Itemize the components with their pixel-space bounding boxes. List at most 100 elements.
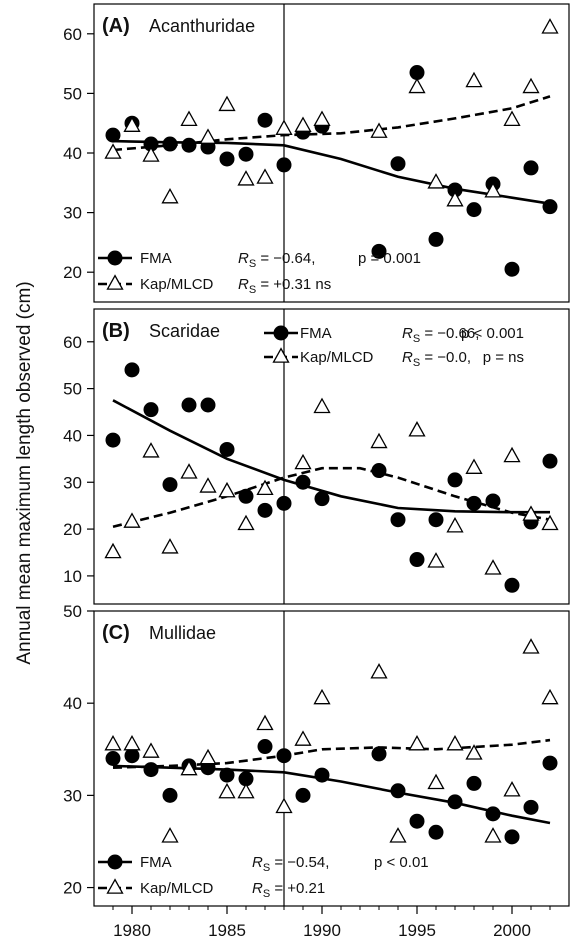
fma-point <box>542 453 558 469</box>
legend-rs-stat: RS = −0.0, <box>402 349 471 369</box>
kap-mlcd-trend-line <box>112 738 551 769</box>
fma-point <box>504 577 520 593</box>
fma-point <box>447 472 463 488</box>
fma-point <box>257 502 273 518</box>
kap-mlcd-point <box>123 116 141 132</box>
y-tick-label: 10 <box>63 567 82 586</box>
kap-mlcd-point <box>237 514 255 531</box>
kap-mlcd-point <box>237 170 255 186</box>
fma-point <box>276 495 292 511</box>
kap-mlcd-point <box>446 734 464 751</box>
fma-point <box>219 767 235 783</box>
fma-point <box>295 787 311 803</box>
kap-mlcd-point <box>161 538 179 554</box>
kap-mlcd-point <box>104 143 122 159</box>
legend-label: Kap/MLCD <box>140 276 214 293</box>
kap-mlcd-point <box>408 734 426 751</box>
kap-mlcd-point <box>484 559 502 575</box>
fma-trend-line <box>112 764 551 825</box>
fma-point <box>504 829 520 845</box>
kap-mlcd-point <box>294 730 312 746</box>
fma-point <box>181 137 197 153</box>
y-tick-label: 40 <box>63 144 82 163</box>
legend-label: FMA <box>140 250 172 267</box>
fma-point <box>485 806 501 822</box>
kap-mlcd-point <box>389 827 407 843</box>
fma-point <box>485 493 501 509</box>
legend-circle-marker <box>273 325 289 341</box>
kap-mlcd-point <box>541 18 559 34</box>
x-tick-label: 1995 <box>398 921 436 940</box>
panel-title: Mullidae <box>149 623 216 643</box>
y-tick-label: 20 <box>63 879 82 898</box>
fma-point <box>219 151 235 167</box>
kap-mlcd-point <box>484 827 502 843</box>
fma-point <box>466 202 482 218</box>
kap-mlcd-point <box>427 773 445 790</box>
legend-rs-stat: RS = +0.21 <box>252 880 325 900</box>
fma-point <box>447 182 463 198</box>
kap-mlcd-point <box>104 542 122 559</box>
fma-point <box>523 799 539 815</box>
legend-rs-stat: RS = −0.64, <box>238 250 315 270</box>
legend-entry: Kap/MLCD RS = +0.31 ns <box>98 274 331 296</box>
legend-triangle-marker <box>106 878 124 894</box>
kap-mlcd-point <box>313 110 331 126</box>
fma-point <box>371 746 387 762</box>
fma-point <box>219 441 235 457</box>
kap-mlcd-point <box>237 782 255 799</box>
kap-mlcd-point <box>313 688 331 705</box>
legend-label: FMA <box>300 325 332 342</box>
x-tick-label: 2000 <box>493 921 531 940</box>
panel-letter: (B) <box>102 320 130 342</box>
fma-point <box>409 65 425 81</box>
kap-mlcd-point <box>142 442 160 458</box>
fma-point <box>105 751 121 766</box>
kap-mlcd-point <box>541 514 559 531</box>
fma-point <box>295 474 311 490</box>
legend-p-stat: p < 0.01 <box>374 854 429 871</box>
kap-mlcd-point <box>123 734 141 751</box>
panel-mullidae: 20 30 40 50 (C) Mullidae FMA RS = −0.54, p < 0.0… <box>63 602 570 907</box>
fma-point <box>542 755 558 771</box>
fma-point <box>428 512 444 528</box>
fma-point <box>542 199 558 215</box>
kap-mlcd-point <box>218 95 236 112</box>
y-tick-label: 30 <box>63 204 82 223</box>
y-axis-label: Annual mean maximum length observed (cm) <box>14 281 35 664</box>
kap-mlcd-point <box>256 479 274 496</box>
fma-point <box>447 794 463 810</box>
panel-scaridae: 10 20 30 40 50 60 (B) Scaridae FMA RS = −0.66,p <… <box>63 308 570 605</box>
x-tick-label: 1985 <box>208 921 246 940</box>
kap-mlcd-point <box>142 742 160 758</box>
legend-label: Kap/MLCD <box>140 880 214 897</box>
legend-circle-marker <box>107 854 123 870</box>
panel-title: Acanthuridae <box>149 16 255 36</box>
kap-mlcd-point <box>199 477 217 493</box>
panels: 20 30 40 50 60 (A) Acanthuridae FMA RS = −0.64, p… <box>63 3 570 907</box>
kap-mlcd-point <box>256 168 274 184</box>
fma-point <box>466 775 482 791</box>
fma-point <box>409 813 425 829</box>
kap-mlcd-point <box>503 110 521 126</box>
kap-mlcd-point <box>427 552 445 568</box>
kap-mlcd-point <box>199 748 217 765</box>
kap-mlcd-point <box>180 110 198 126</box>
kap-mlcd-point <box>484 182 502 198</box>
fma-point <box>314 491 330 507</box>
fma-point <box>238 146 254 162</box>
legend-p-stat: p < 0.001 <box>461 325 524 342</box>
kap-mlcd-point <box>161 187 179 204</box>
kap-mlcd-trend-line <box>112 95 551 152</box>
fma-point <box>314 767 330 783</box>
fma-point <box>124 362 140 378</box>
kap-mlcd-point <box>370 432 388 449</box>
legend-entry: FMA RS = −0.64, p = 0.001 <box>98 250 421 270</box>
legend-label: Kap/MLCD <box>300 349 374 366</box>
kap-mlcd-point <box>522 638 540 654</box>
legend-label: FMA <box>140 854 172 871</box>
panel-letter: (C) <box>102 622 130 644</box>
kap-mlcd-point <box>503 446 521 463</box>
kap-mlcd-point <box>294 453 312 470</box>
